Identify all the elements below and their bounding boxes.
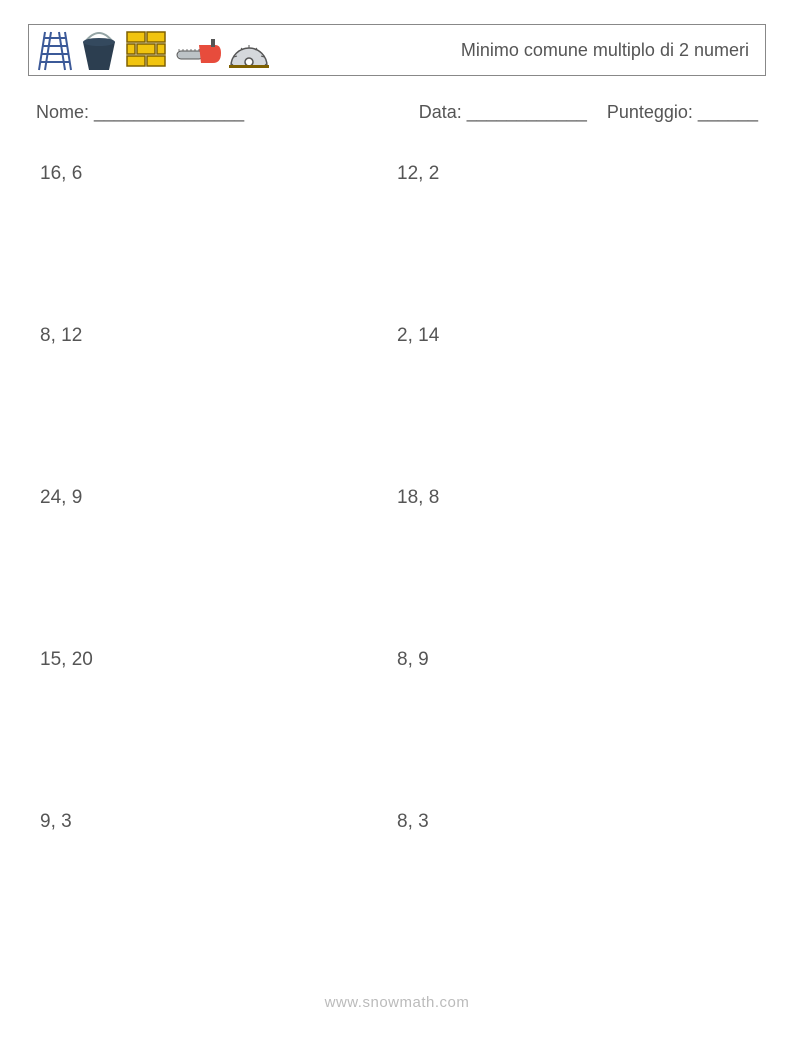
problem-cell: 15, 20 — [40, 649, 397, 671]
ladder-icon — [37, 28, 73, 72]
problem-cell: 12, 2 — [397, 163, 754, 185]
worksheet-title: Minimo comune multiplo di 2 numeri — [461, 40, 749, 61]
header-icons — [37, 28, 271, 72]
sawblade-icon — [227, 30, 271, 70]
problems-grid: 16, 6 12, 2 8, 12 2, 14 24, 9 18, 8 15, … — [28, 163, 766, 833]
problem-cell: 18, 8 — [397, 487, 754, 509]
date-field: Data: ____________ — [419, 102, 587, 123]
name-field: Nome: _______________ — [36, 102, 244, 123]
problem-cell: 2, 14 — [397, 325, 754, 347]
problem-cell: 8, 12 — [40, 325, 397, 347]
bucket-icon — [79, 28, 119, 72]
chainsaw-icon — [175, 31, 221, 69]
problem-cell: 9, 3 — [40, 811, 397, 833]
problem-cell: 8, 9 — [397, 649, 754, 671]
score-field: Punteggio: ______ — [607, 102, 758, 123]
footer-url: www.snowmath.com — [0, 994, 794, 1011]
problem-cell: 16, 6 — [40, 163, 397, 185]
info-row: Nome: _______________ Data: ____________… — [28, 102, 766, 123]
bricks-icon — [125, 30, 169, 70]
problem-cell: 8, 3 — [397, 811, 754, 833]
problem-cell: 24, 9 — [40, 487, 397, 509]
header-box: Minimo comune multiplo di 2 numeri — [28, 24, 766, 76]
